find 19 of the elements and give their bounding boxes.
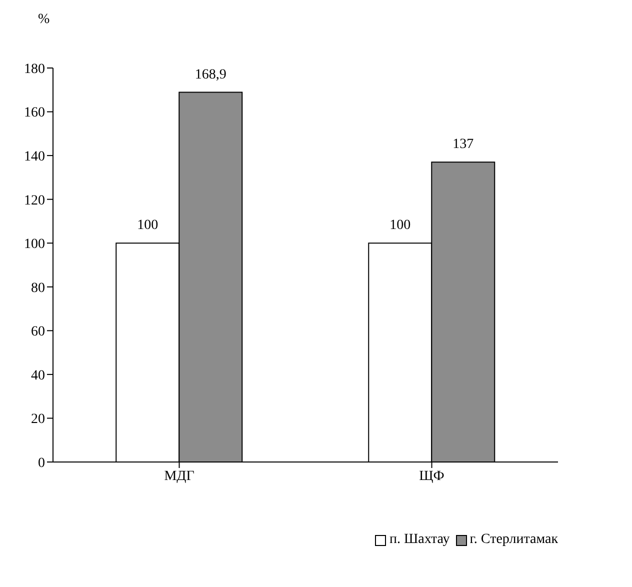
y-tick-label: 140 <box>24 150 45 165</box>
y-tick-label: 80 <box>31 280 45 296</box>
x-tick-label: ЩФ <box>419 468 444 484</box>
y-tick-label: 100 <box>24 237 45 252</box>
legend-label: п. Шахтау <box>389 532 450 548</box>
y-tick-label: 160 <box>24 106 45 121</box>
data-label: 100 <box>137 218 158 234</box>
y-axis-title: % <box>38 12 50 28</box>
y-tick-label: 20 <box>31 412 45 428</box>
y-tick-label: 60 <box>31 324 45 340</box>
data-label: 168,9 <box>194 67 226 82</box>
data-label: 137 <box>452 137 474 152</box>
x-tick-label: МДГ <box>164 468 194 484</box>
y-tick-label: 40 <box>31 368 45 384</box>
y-tick-label: 120 <box>24 193 45 208</box>
legend-label: г. Стерлитамак <box>470 532 558 548</box>
data-label: 100 <box>390 218 411 234</box>
y-tick-label: 180 <box>24 62 45 77</box>
y-tick-label: 0 <box>38 456 45 471</box>
